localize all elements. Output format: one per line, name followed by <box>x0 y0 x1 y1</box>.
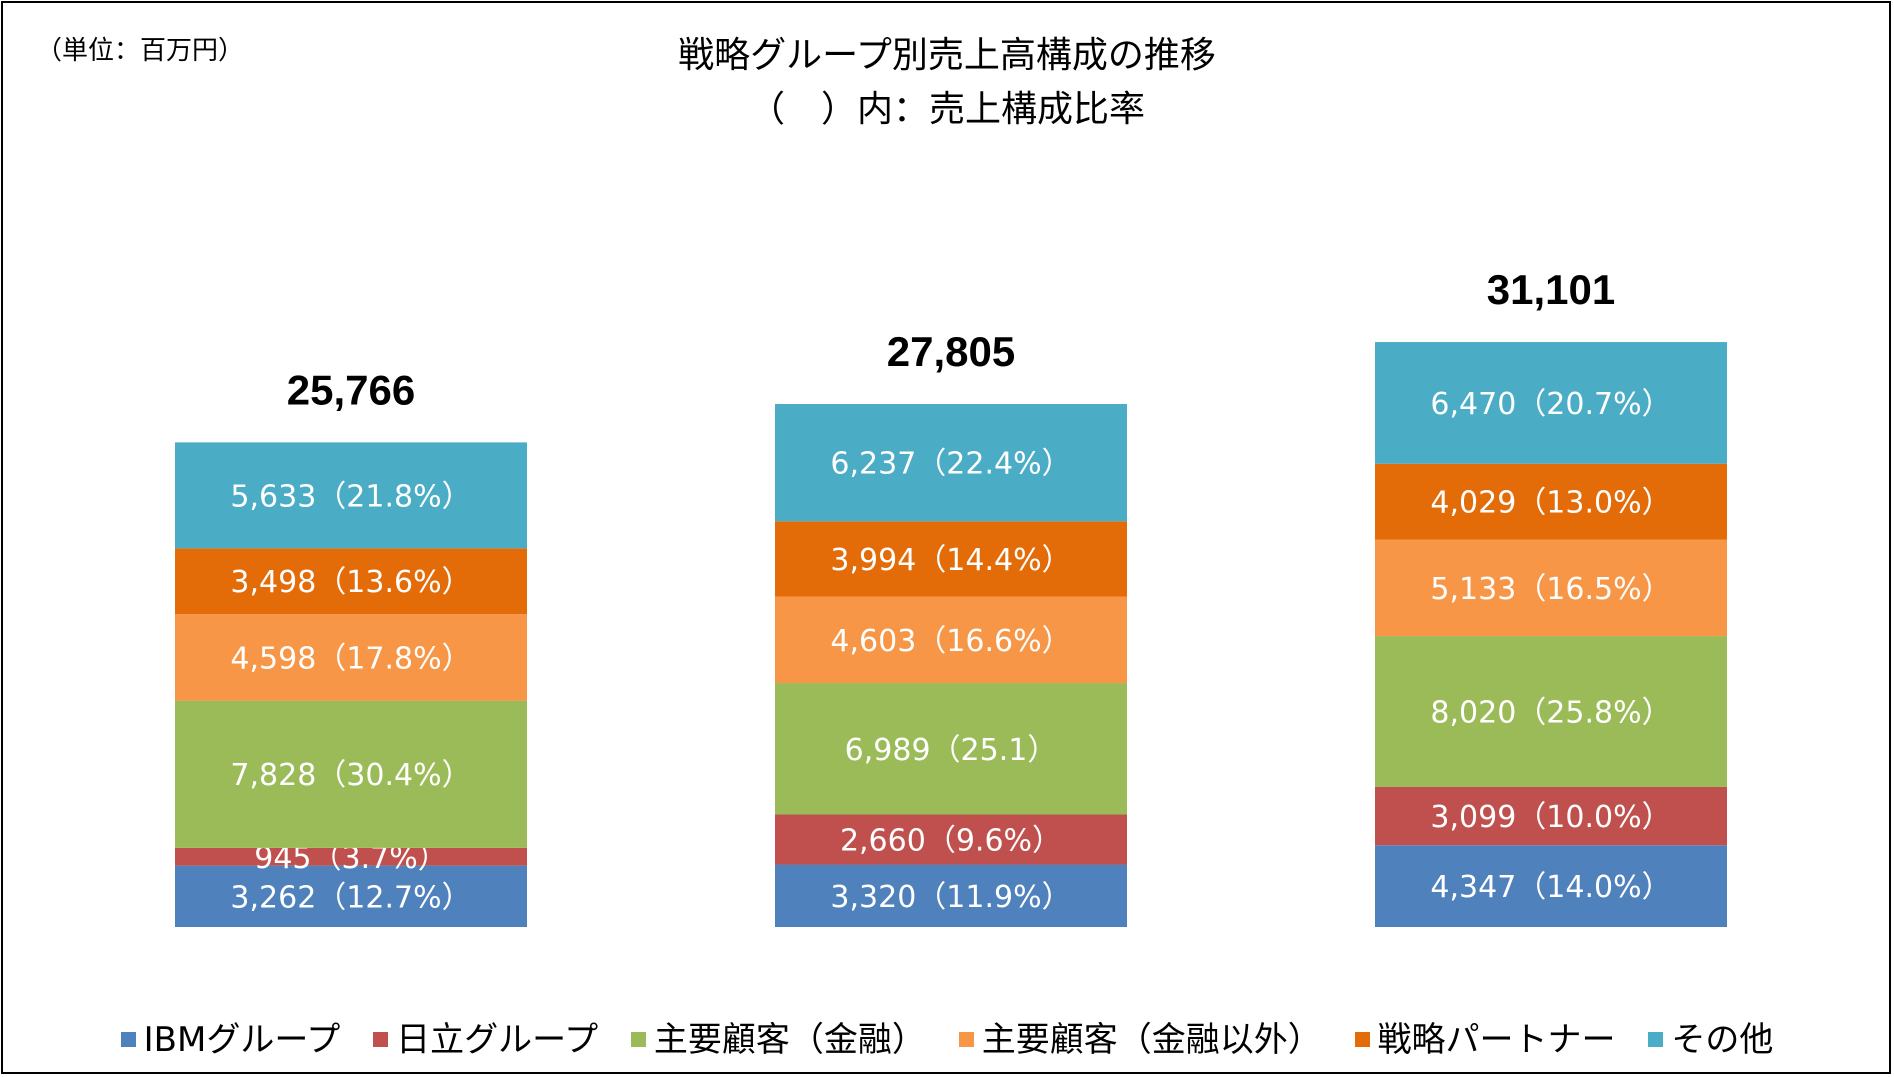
legend-label: IBMグループ <box>143 1020 341 1060</box>
chart-legend: IBMグループ 日立グループ 主要顧客（金融） 主要顧客（金融以外） 戦略パート… <box>0 1012 1894 1061</box>
bar-segment <box>1375 463 1727 540</box>
total-label: 27,805 <box>887 328 1015 375</box>
bar-segment <box>175 865 527 927</box>
bar-segment <box>775 521 1127 597</box>
legend-item: その他 <box>1648 1012 1773 1061</box>
bar-segment <box>775 596 1127 684</box>
legend-swatch <box>373 1032 389 1047</box>
bar-segment <box>775 814 1127 865</box>
legend-item: 戦略パートナー <box>1354 1012 1616 1061</box>
legend-swatch <box>1354 1032 1370 1047</box>
data-label: 3,262（12.7%） <box>230 880 471 915</box>
data-label: 4,347（14.0%） <box>1430 870 1671 905</box>
bar-segment <box>175 847 527 866</box>
bar-segment <box>1375 845 1727 927</box>
data-label: 4,029（13.0%） <box>1430 486 1671 521</box>
legend-item: 日立グループ <box>373 1012 598 1061</box>
bar-segment <box>775 864 1127 927</box>
legend-item: IBMグループ <box>120 1012 341 1061</box>
legend-label: 戦略パートナー <box>1377 1020 1616 1060</box>
data-label: 3,320（11.9%） <box>830 880 1071 915</box>
legend-swatch <box>958 1032 974 1047</box>
legend-swatch <box>1648 1032 1664 1047</box>
data-label: 5,133（16.5%） <box>1430 572 1671 607</box>
total-label: 25,766 <box>287 366 415 413</box>
data-label: 5,633（21.8%） <box>230 479 471 514</box>
data-label: 3,099（10.0%） <box>1430 800 1671 835</box>
legend-label: 日立グループ <box>396 1020 599 1060</box>
data-label: 4,598（17.8%） <box>230 641 471 676</box>
legend-swatch <box>630 1032 646 1047</box>
bar-segment <box>175 548 527 615</box>
legend-swatch <box>120 1032 136 1047</box>
legend-label: 主要顧客（金融） <box>653 1020 926 1060</box>
bar-segment <box>1375 636 1727 787</box>
bar-segment <box>1375 342 1727 464</box>
chart-subtitle: （ ）内：売上構成比率 <box>748 89 1145 130</box>
data-label: 8,020（25.8%） <box>1430 696 1671 731</box>
bar-segment <box>175 442 527 549</box>
chart-title: 戦略グループ別売上高構成の推移 <box>678 35 1216 76</box>
data-label: 2,660（9.6%） <box>840 824 1062 859</box>
bar-segment <box>175 700 527 848</box>
unit-note: （単位：百万円） <box>36 36 245 66</box>
data-label: 7,828（30.4%） <box>230 758 471 793</box>
bar-segment <box>175 614 527 701</box>
bar-segment <box>1375 539 1727 637</box>
legend-label: 主要顧客（金融以外） <box>981 1020 1322 1060</box>
bar-segment <box>775 404 1127 522</box>
legend-item: 主要顧客（金融以外） <box>958 1012 1322 1061</box>
legend-item: 主要顧客（金融） <box>630 1012 926 1061</box>
data-label: 3,498（13.6%） <box>230 565 471 600</box>
bar-segment <box>1375 786 1727 846</box>
data-label: 4,603（16.6%） <box>830 624 1071 659</box>
bar-segment <box>775 683 1127 815</box>
data-label: 6,470（20.7%） <box>1430 387 1671 422</box>
total-label: 31,101 <box>1487 266 1615 313</box>
data-label: 6,989（25.1） <box>845 733 1058 768</box>
legend-label: その他 <box>1671 1020 1774 1060</box>
data-label: 6,237（22.4%） <box>830 447 1071 482</box>
data-label: 3,994（14.4%） <box>830 543 1071 578</box>
